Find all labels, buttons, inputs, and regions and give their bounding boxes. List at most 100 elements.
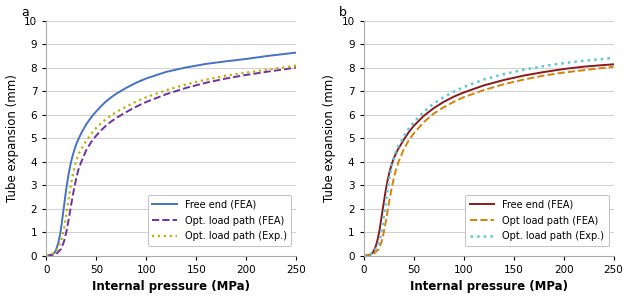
Opt load path (FEA) bbox=[405, 139, 413, 143]
Opt. load path (FEA) bbox=[57, 247, 65, 251]
Free end (FEA) bbox=[52, 248, 60, 251]
X-axis label: Internal pressure (MPa): Internal pressure (MPa) bbox=[92, 280, 250, 293]
Free end (FEA) bbox=[420, 114, 427, 118]
Free end (FEA) bbox=[262, 54, 270, 58]
Free end (FEA) bbox=[48, 252, 56, 256]
Opt. load path (Exp.) bbox=[520, 68, 527, 71]
Opt. load path (Exp.) bbox=[600, 57, 608, 61]
Opt. load path (FEA) bbox=[60, 239, 68, 242]
Free end (FEA) bbox=[409, 124, 417, 128]
Free end (FEA) bbox=[69, 155, 76, 159]
Free end (FEA) bbox=[398, 142, 405, 145]
Free end (FEA) bbox=[67, 164, 74, 167]
Opt. load path (Exp.) bbox=[405, 127, 413, 131]
Free end (FEA) bbox=[50, 252, 57, 256]
Free end (FEA) bbox=[362, 254, 369, 257]
Free end (FEA) bbox=[108, 95, 115, 99]
Opt. load path (FEA) bbox=[113, 116, 120, 120]
Free end (FEA) bbox=[360, 254, 367, 258]
Free end (FEA) bbox=[123, 86, 130, 90]
Opt. load path (Exp.) bbox=[380, 216, 387, 220]
Free end (FEA) bbox=[103, 100, 110, 103]
Opt. load path (Exp.) bbox=[65, 200, 72, 204]
Free end (FEA) bbox=[376, 228, 383, 232]
Opt load path (FEA) bbox=[384, 209, 391, 213]
Opt. load path (FEA) bbox=[74, 168, 82, 172]
Free end (FEA) bbox=[386, 170, 393, 173]
Opt. load path (FEA) bbox=[162, 92, 170, 96]
Opt load path (FEA) bbox=[360, 254, 367, 258]
Opt. load path (FEA) bbox=[82, 148, 90, 152]
Opt. load path (FEA) bbox=[65, 220, 72, 224]
Free end (FEA) bbox=[365, 253, 372, 257]
Free end (FEA) bbox=[282, 52, 290, 56]
Opt load path (FEA) bbox=[382, 221, 389, 225]
Free end (FEA) bbox=[82, 123, 90, 126]
Opt load path (FEA) bbox=[370, 252, 377, 256]
Free end (FEA) bbox=[74, 138, 82, 141]
Opt. load path (Exp.) bbox=[60, 226, 68, 229]
Opt load path (FEA) bbox=[392, 170, 399, 173]
Free end (FEA) bbox=[374, 238, 381, 242]
Opt. load path (Exp.) bbox=[203, 78, 210, 81]
Opt. load path (FEA) bbox=[108, 120, 115, 123]
Free end (FEA) bbox=[62, 187, 70, 191]
Opt. load path (Exp.) bbox=[87, 132, 95, 135]
Opt. load path (Exp.) bbox=[69, 175, 76, 179]
Free end (FEA) bbox=[378, 215, 386, 219]
Free end (FEA) bbox=[113, 92, 120, 95]
Opt. load path (FEA) bbox=[292, 65, 300, 69]
Opt. load path (Exp.) bbox=[70, 166, 78, 170]
Opt. load path (Exp.) bbox=[81, 142, 88, 146]
Opt. load path (Exp.) bbox=[74, 153, 82, 157]
Opt. load path (Exp.) bbox=[378, 231, 386, 234]
Opt. load path (FEA) bbox=[223, 77, 230, 80]
Opt. load path (Exp.) bbox=[113, 110, 120, 114]
Opt load path (FEA) bbox=[398, 153, 405, 157]
Opt. load path (Exp.) bbox=[398, 139, 405, 143]
Text: b: b bbox=[338, 5, 347, 19]
Opt. load path (Exp.) bbox=[460, 85, 467, 89]
Free end (FEA) bbox=[540, 70, 547, 74]
Text: a: a bbox=[21, 5, 29, 19]
Free end (FEA) bbox=[60, 202, 68, 206]
Opt. load path (Exp.) bbox=[143, 95, 150, 99]
Opt load path (FEA) bbox=[380, 232, 387, 235]
Opt. load path (Exp.) bbox=[360, 254, 367, 258]
Opt. load path (FEA) bbox=[103, 124, 110, 127]
Y-axis label: Tube expansion (mm): Tube expansion (mm) bbox=[323, 74, 336, 202]
Opt. load path (Exp.) bbox=[77, 147, 85, 151]
Free end (FEA) bbox=[363, 254, 370, 257]
Free end (FEA) bbox=[387, 163, 395, 167]
Opt. load path (Exp.) bbox=[43, 254, 50, 258]
Opt. load path (Exp.) bbox=[292, 64, 300, 67]
Free end (FEA) bbox=[367, 253, 374, 256]
Opt. load path (Exp.) bbox=[133, 100, 140, 103]
Opt. load path (Exp.) bbox=[365, 253, 372, 257]
Opt load path (FEA) bbox=[390, 178, 398, 181]
Opt load path (FEA) bbox=[600, 66, 608, 70]
Legend: Free end (FEA), Opt. load path (FEA), Opt. load path (Exp.): Free end (FEA), Opt. load path (FEA), Op… bbox=[148, 195, 291, 246]
Free end (FEA) bbox=[223, 60, 230, 63]
Free end (FEA) bbox=[65, 174, 72, 178]
Opt. load path (FEA) bbox=[81, 153, 88, 157]
Opt. load path (Exp.) bbox=[409, 120, 417, 124]
Opt. load path (FEA) bbox=[133, 105, 140, 109]
Free end (FEA) bbox=[48, 253, 55, 257]
Opt. load path (Exp.) bbox=[57, 239, 65, 242]
Free end (FEA) bbox=[45, 253, 53, 257]
Opt. load path (Exp.) bbox=[262, 68, 270, 71]
Opt. load path (Exp.) bbox=[560, 61, 567, 65]
Opt. load path (FEA) bbox=[143, 100, 150, 104]
X-axis label: Internal pressure (MPa): Internal pressure (MPa) bbox=[409, 280, 567, 293]
Opt. load path (FEA) bbox=[282, 67, 290, 71]
Free end (FEA) bbox=[203, 62, 210, 66]
Opt. load path (FEA) bbox=[123, 110, 130, 114]
Opt. load path (FEA) bbox=[262, 70, 270, 74]
Opt. load path (Exp.) bbox=[390, 157, 398, 161]
Opt. load path (Exp.) bbox=[440, 95, 447, 99]
Free end (FEA) bbox=[72, 142, 80, 146]
Opt load path (FEA) bbox=[460, 95, 467, 99]
Opt. load path (FEA) bbox=[77, 160, 85, 164]
Free end (FEA) bbox=[243, 57, 250, 61]
